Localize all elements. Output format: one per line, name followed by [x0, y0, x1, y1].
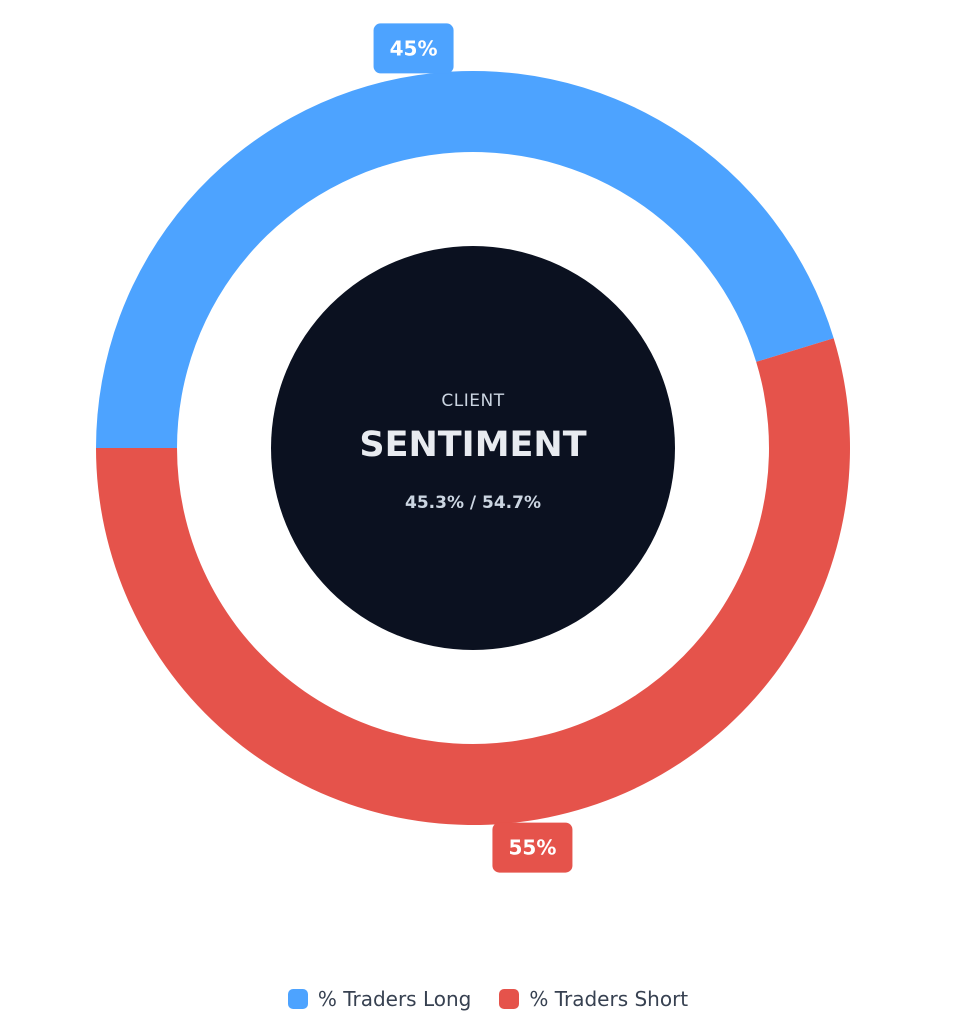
legend-item-short[interactable]: % Traders Short — [499, 987, 688, 1011]
center-title-small: CLIENT — [441, 391, 504, 411]
center-values: 45.3% / 54.7% — [405, 493, 541, 513]
slice-short[interactable] — [96, 338, 851, 826]
data-label-text-short: 55% — [508, 836, 556, 860]
legend: % Traders Long % Traders Short — [0, 984, 976, 1014]
legend-label-short: % Traders Short — [529, 987, 689, 1011]
data-label-text-long: 45% — [390, 36, 438, 60]
center-title-large: SENTIMENT — [359, 425, 586, 465]
legend-label-long: % Traders Long — [317, 987, 472, 1011]
data-label-bg-long — [373, 23, 454, 74]
slice-long[interactable] — [96, 71, 834, 449]
data-label-long: 45% — [373, 23, 454, 74]
data-label-short: 55% — [492, 822, 573, 873]
legend-swatch-long — [287, 989, 308, 1009]
data-label-bg-short — [492, 822, 573, 873]
legend-swatch-short — [499, 989, 520, 1009]
center-disc — [271, 246, 675, 650]
legend-item-long[interactable]: % Traders Long — [287, 987, 472, 1011]
